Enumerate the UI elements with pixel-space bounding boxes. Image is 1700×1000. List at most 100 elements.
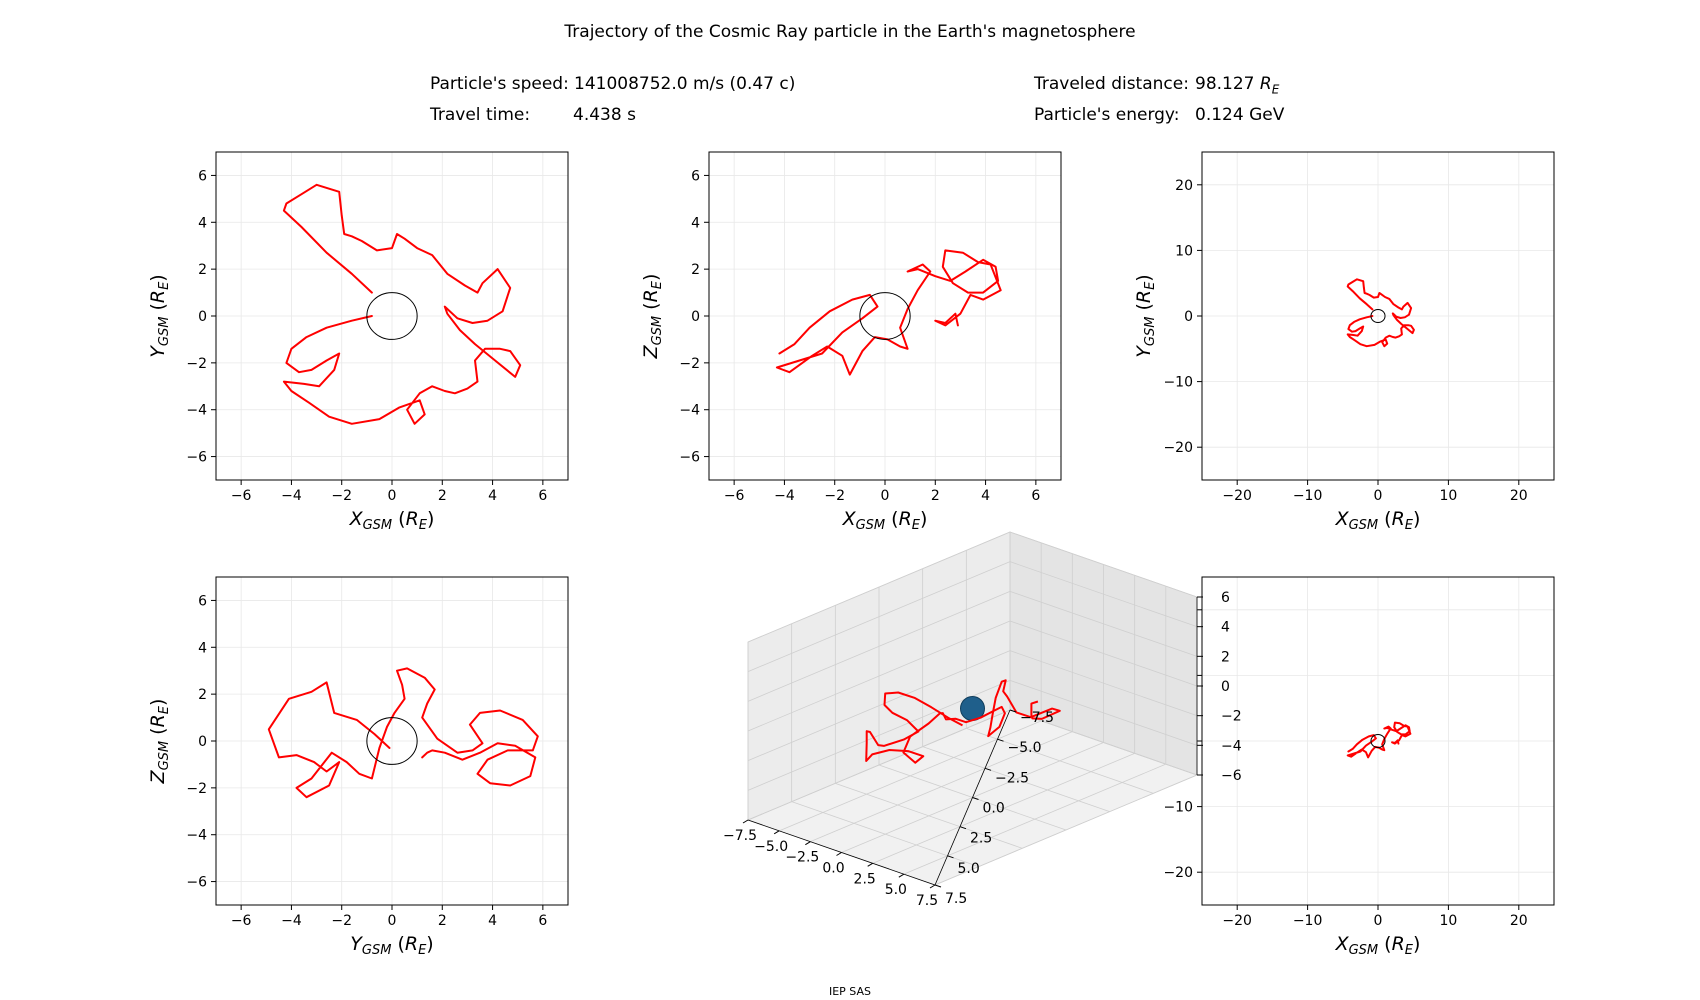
energy-value: 0.124 GeV [1195, 105, 1285, 125]
z3d-tick-label: 0 [1221, 679, 1230, 695]
y3d-axis-line [934, 709, 1011, 886]
x-tick-label: −10 [1293, 913, 1323, 929]
x-tick-label: 0 [388, 913, 397, 929]
distance-unit-sub: E [1271, 82, 1280, 97]
y-tick-label: 0 [1184, 309, 1193, 325]
x3d-tick-mark [836, 852, 842, 856]
ylabel-sub: GSM [157, 317, 172, 347]
y-tick-label: 6 [691, 168, 700, 184]
y3d-tick-label: 5.0 [958, 861, 980, 877]
x-tick-label: −6 [231, 488, 252, 504]
xlabel-paren-open: ( [392, 508, 405, 530]
xlabel-paren-open: ( [391, 933, 404, 955]
trajectory-line-3d [865, 679, 1061, 764]
y-tick-label: 20 [1175, 178, 1193, 194]
figure-title: Trajectory of the Cosmic Ray particle in… [564, 22, 1136, 42]
ylabel-paren-open: ( [640, 302, 662, 315]
grid-line-3d [747, 531, 1011, 643]
x-tick-label: 10 [1439, 913, 1457, 929]
x3d-tick-label: 0.0 [822, 861, 844, 877]
y3d-tick-mark [947, 855, 954, 859]
ylabel-sub: GSM [1143, 317, 1158, 347]
y-tick-label: 6 [198, 168, 207, 184]
ylabel: YGSM (RE) [1133, 274, 1158, 357]
x-tick-label: 2 [438, 488, 447, 504]
grid-line-3d [747, 561, 1011, 673]
xlabel-unit: R [899, 508, 912, 530]
xlabel-unit-sub: E [1405, 943, 1414, 958]
x-tick-label: 4 [981, 488, 990, 504]
ylabel-var: Z [147, 769, 169, 784]
y3d-tick-label: −2.5 [995, 770, 1029, 786]
x3d-tick-label: 2.5 [854, 871, 876, 887]
xlabel: XGSM (RE) [842, 508, 928, 533]
x-tick-label: −20 [1222, 913, 1252, 929]
earth-outline [366, 292, 418, 340]
y-tick-label: −4 [186, 828, 207, 844]
earth-outline [1370, 733, 1386, 749]
distance-unit: R [1259, 74, 1272, 94]
xlabel-paren-open: ( [1378, 933, 1391, 955]
ylabel-paren-close: ) [147, 274, 169, 281]
grid-line-3d [1009, 531, 1198, 598]
y-tick-label: −20 [1163, 865, 1193, 881]
ylabel-unit-sub: E [157, 705, 172, 714]
earth-outline [1370, 308, 1386, 324]
y3d-tick-label: −7.5 [1020, 710, 1054, 726]
distance-label: Traveled distance: [1034, 74, 1189, 94]
xlabel: XGSM (RE) [349, 508, 435, 533]
xlabel-paren-open: ( [885, 508, 898, 530]
xlabel-paren-close: ) [920, 508, 927, 530]
y-tick-label: −10 [1163, 375, 1193, 391]
z3d-tick-label: −2 [1221, 709, 1242, 725]
ylabel-unit-sub: E [1143, 281, 1158, 290]
x3d-tick-mark [867, 862, 873, 867]
x-tick-label: 4 [488, 913, 497, 929]
x-tick-label: −20 [1222, 488, 1252, 504]
speed-label: Particle's speed: [430, 74, 569, 94]
y-tick-label: 2 [198, 262, 207, 278]
earth-outline [366, 717, 418, 765]
x-tick-label: −4 [281, 488, 302, 504]
xlabel-var: X [349, 508, 364, 530]
x-tick-label: 0 [388, 488, 397, 504]
ylabel-unit: R [147, 290, 169, 303]
y-tick-label: 0 [198, 734, 207, 750]
ylabel-var: Z [640, 344, 662, 359]
ylabel: ZGSM (RE) [640, 274, 665, 360]
xlabel-unit-sub: E [1405, 518, 1414, 533]
x-tick-label: −4 [774, 488, 795, 504]
ylabel-unit: R [1133, 290, 1155, 303]
y-tick-label: 0 [691, 309, 700, 325]
x3d-tick-mark [898, 873, 905, 878]
time-value: 4.438 s [573, 105, 636, 125]
y-tick-label: −2 [679, 356, 700, 372]
x-tick-label: 2 [931, 488, 940, 504]
xlabel-var: Y [350, 933, 363, 955]
y-tick-label: −6 [186, 450, 207, 466]
x-tick-label: 0 [881, 488, 890, 504]
y-tick-label: 4 [198, 640, 207, 656]
ylabel-paren-open: ( [147, 727, 169, 740]
y3d-tick-mark [959, 826, 967, 830]
xlabel-sub: GSM [1349, 943, 1379, 958]
x-tick-label: 20 [1510, 913, 1528, 929]
ylabel-var: Y [147, 345, 169, 358]
y-tick-label: 2 [691, 262, 700, 278]
y-tick-label: −4 [186, 403, 207, 419]
xlabel: XGSM (RE) [1335, 933, 1421, 958]
y3d-tick-mark [984, 767, 992, 771]
xlabel-unit-sub: E [419, 518, 428, 533]
ylabel-paren-close: ) [1133, 274, 1155, 281]
y-tick-label: 4 [198, 215, 207, 231]
z3d-tick-label: 4 [1221, 620, 1230, 636]
xlabel: XGSM (RE) [1335, 508, 1421, 533]
y3d-tick-mark [934, 884, 942, 888]
earth-outline [859, 292, 911, 340]
ylabel: YGSM (RE) [147, 274, 172, 357]
x-tick-label: −2 [331, 488, 352, 504]
x-tick-label: 6 [538, 488, 547, 504]
